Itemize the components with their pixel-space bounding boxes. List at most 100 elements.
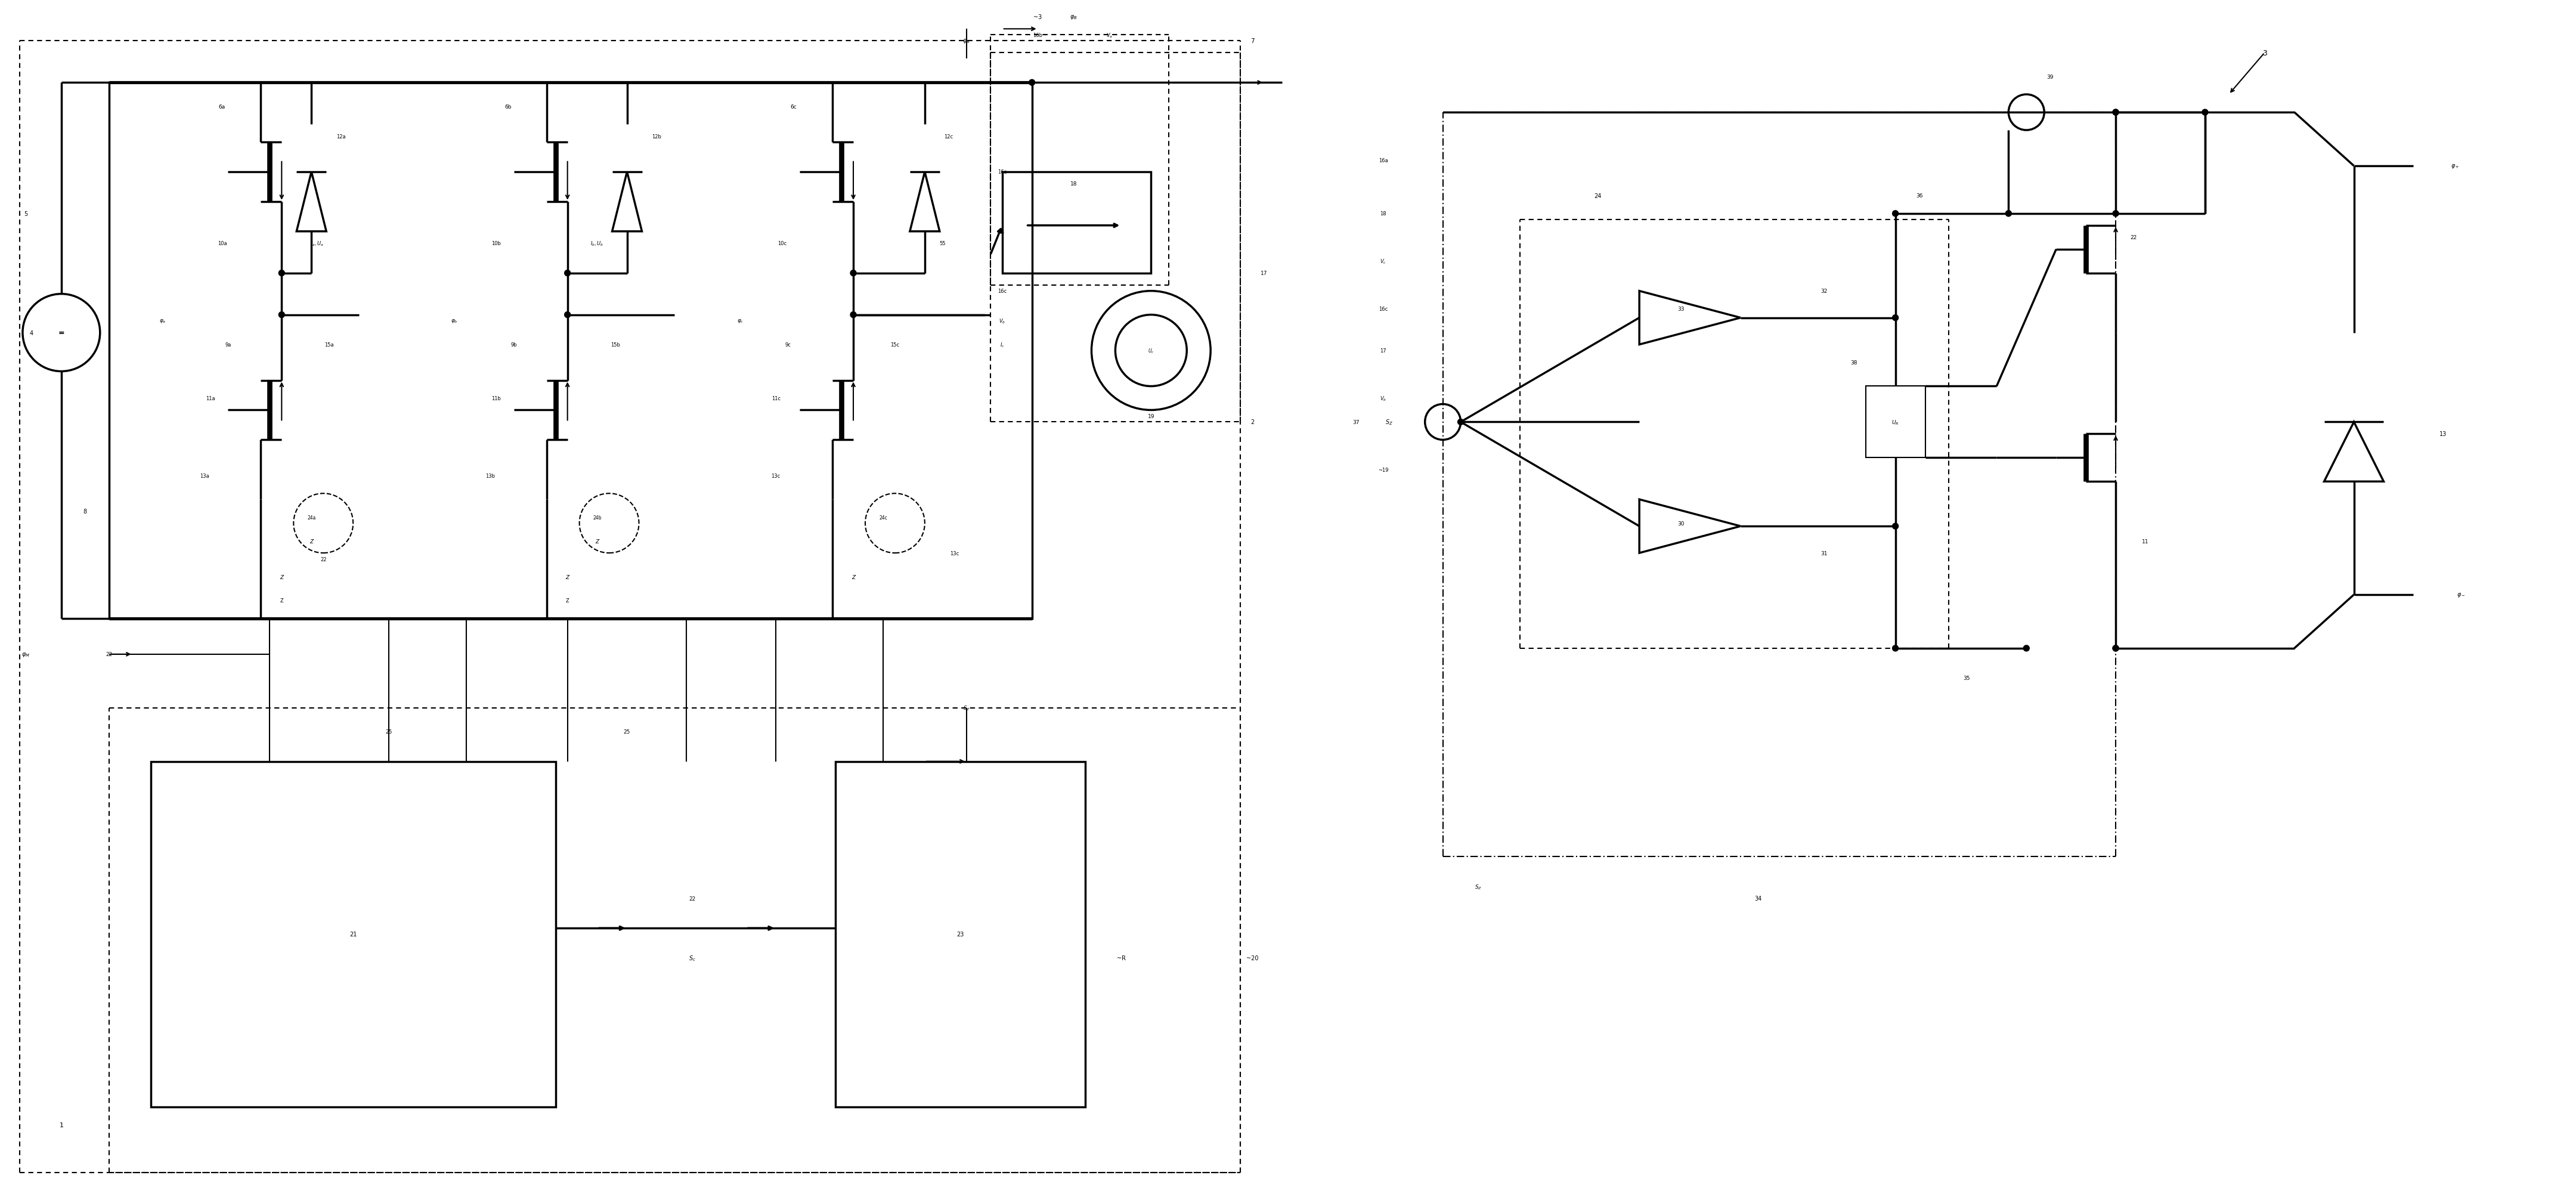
Circle shape — [2112, 110, 2117, 116]
Text: 16b: 16b — [1033, 32, 1043, 38]
Text: 24b: 24b — [592, 515, 603, 521]
Text: 37: 37 — [1352, 420, 1360, 425]
Bar — [1865, 387, 1924, 458]
Circle shape — [2112, 211, 2117, 217]
Text: 6b: 6b — [505, 104, 513, 109]
Text: 7: 7 — [1249, 38, 1255, 44]
Text: 30: 30 — [1677, 521, 1685, 527]
Bar — [835, 761, 1084, 1107]
Text: 11: 11 — [2143, 539, 2148, 543]
Text: ~R: ~R — [1118, 955, 1126, 961]
Text: 17: 17 — [1260, 271, 1267, 277]
Text: Z: Z — [567, 575, 569, 579]
Text: 13c: 13c — [770, 473, 781, 479]
Text: 6c: 6c — [791, 104, 796, 109]
Circle shape — [1893, 523, 1899, 529]
Text: 16c: 16c — [1378, 306, 1388, 312]
Text: $\varphi_b$: $\varphi_b$ — [451, 318, 459, 324]
Text: $S_Z$: $S_Z$ — [1476, 883, 1481, 891]
Text: 10b: 10b — [492, 241, 500, 247]
Circle shape — [1893, 645, 1899, 651]
Text: 23: 23 — [956, 931, 963, 937]
Circle shape — [1893, 315, 1899, 321]
Text: 25: 25 — [386, 729, 392, 735]
Text: 38: 38 — [1850, 360, 1857, 365]
Text: $S_Z$: $S_Z$ — [963, 704, 971, 712]
Circle shape — [1458, 419, 1463, 425]
Text: ~20: ~20 — [1247, 955, 1260, 961]
Text: $\varphi_B$: $\varphi_B$ — [963, 38, 971, 44]
Text: 10c: 10c — [778, 241, 786, 247]
Text: $\varphi_a$: $\varphi_a$ — [160, 318, 165, 324]
Text: 18: 18 — [1381, 211, 1386, 217]
Text: 13c: 13c — [951, 551, 958, 555]
Text: $S_c$: $S_c$ — [688, 954, 696, 962]
Text: 39: 39 — [2048, 74, 2053, 80]
Circle shape — [278, 312, 283, 318]
Text: 13: 13 — [2439, 431, 2447, 437]
Text: 25: 25 — [623, 729, 631, 735]
Polygon shape — [613, 172, 641, 232]
Text: $I_b,U_b$: $I_b,U_b$ — [590, 239, 603, 248]
Text: 35: 35 — [1963, 675, 1971, 681]
Text: 19: 19 — [1149, 414, 1154, 419]
Text: 15a: 15a — [325, 342, 335, 347]
Text: 22: 22 — [106, 652, 113, 657]
Text: 11c: 11c — [770, 396, 781, 401]
Text: 8: 8 — [82, 509, 88, 515]
Text: 22: 22 — [319, 557, 327, 561]
Text: 4: 4 — [31, 330, 33, 336]
Text: 16c: 16c — [997, 288, 1007, 294]
Circle shape — [1893, 211, 1899, 217]
Circle shape — [2202, 110, 2208, 116]
Text: $\varphi_c$: $\varphi_c$ — [737, 318, 744, 324]
Text: $S_Z$: $S_Z$ — [1386, 418, 1394, 426]
Text: 24c: 24c — [878, 515, 886, 521]
Text: $I_a,U_a$: $I_a,U_a$ — [312, 239, 325, 248]
Text: 15c: 15c — [891, 342, 899, 347]
Text: 12b: 12b — [652, 134, 662, 139]
Text: $V_b$: $V_b$ — [999, 317, 1005, 324]
Text: 24a: 24a — [307, 515, 317, 521]
Text: 2: 2 — [1249, 419, 1255, 425]
Text: $\varphi_M$: $\varphi_M$ — [21, 651, 31, 658]
Bar — [149, 761, 556, 1107]
Text: 15b: 15b — [611, 342, 621, 347]
Text: 55: 55 — [940, 241, 945, 247]
Circle shape — [278, 271, 283, 277]
Text: $V_b$: $V_b$ — [1381, 395, 1386, 402]
Circle shape — [2112, 645, 2117, 651]
Text: 13b: 13b — [484, 473, 495, 479]
Text: 11a: 11a — [206, 396, 214, 401]
Text: 9c: 9c — [786, 342, 791, 347]
Text: 9a: 9a — [224, 342, 232, 347]
Text: 13a: 13a — [198, 473, 209, 479]
Text: 18: 18 — [1069, 182, 1077, 187]
Text: 34: 34 — [1754, 895, 1762, 901]
Text: Z: Z — [281, 575, 283, 579]
Text: 33: 33 — [1677, 306, 1685, 312]
Circle shape — [564, 271, 569, 277]
Text: $\varphi_B$: $\varphi_B$ — [1069, 14, 1077, 22]
Text: Z: Z — [309, 539, 314, 543]
Text: $\varphi_-$: $\varphi_-$ — [2458, 591, 2465, 598]
Text: 16a: 16a — [1378, 158, 1388, 163]
Text: 9b: 9b — [510, 342, 518, 347]
Text: 11b: 11b — [492, 396, 500, 401]
Text: 10a: 10a — [216, 241, 227, 247]
Text: $U_R$: $U_R$ — [1891, 419, 1899, 426]
Text: 32: 32 — [1821, 288, 1826, 294]
Text: Z: Z — [567, 598, 569, 603]
Text: 5: 5 — [23, 211, 28, 217]
Text: $V_c$: $V_c$ — [1381, 257, 1386, 266]
Circle shape — [2007, 211, 2012, 217]
Circle shape — [2112, 110, 2117, 116]
Circle shape — [850, 312, 855, 318]
Text: Z: Z — [281, 598, 283, 603]
Circle shape — [1028, 80, 1036, 86]
Text: $V_a$: $V_a$ — [1105, 31, 1113, 40]
Text: Z: Z — [853, 575, 855, 579]
Polygon shape — [296, 172, 327, 232]
Text: $\varphi_+$: $\varphi_+$ — [2450, 163, 2460, 170]
Text: $V_c$: $V_c$ — [999, 229, 1005, 236]
